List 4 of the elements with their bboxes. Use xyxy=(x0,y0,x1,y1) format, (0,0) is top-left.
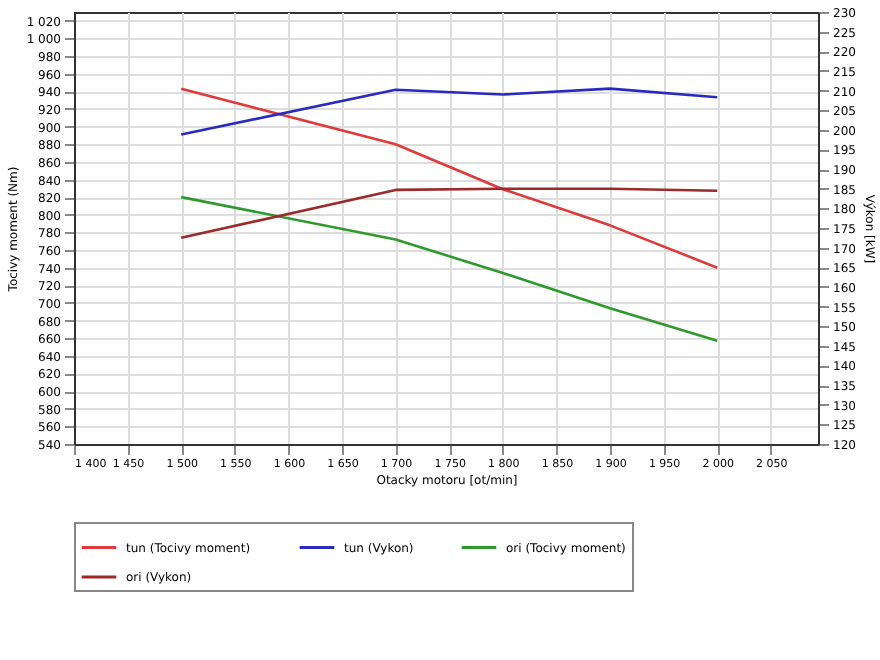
line-series xyxy=(179,187,719,240)
line-series xyxy=(179,195,719,343)
line-series xyxy=(179,87,719,136)
line-series xyxy=(179,87,719,269)
